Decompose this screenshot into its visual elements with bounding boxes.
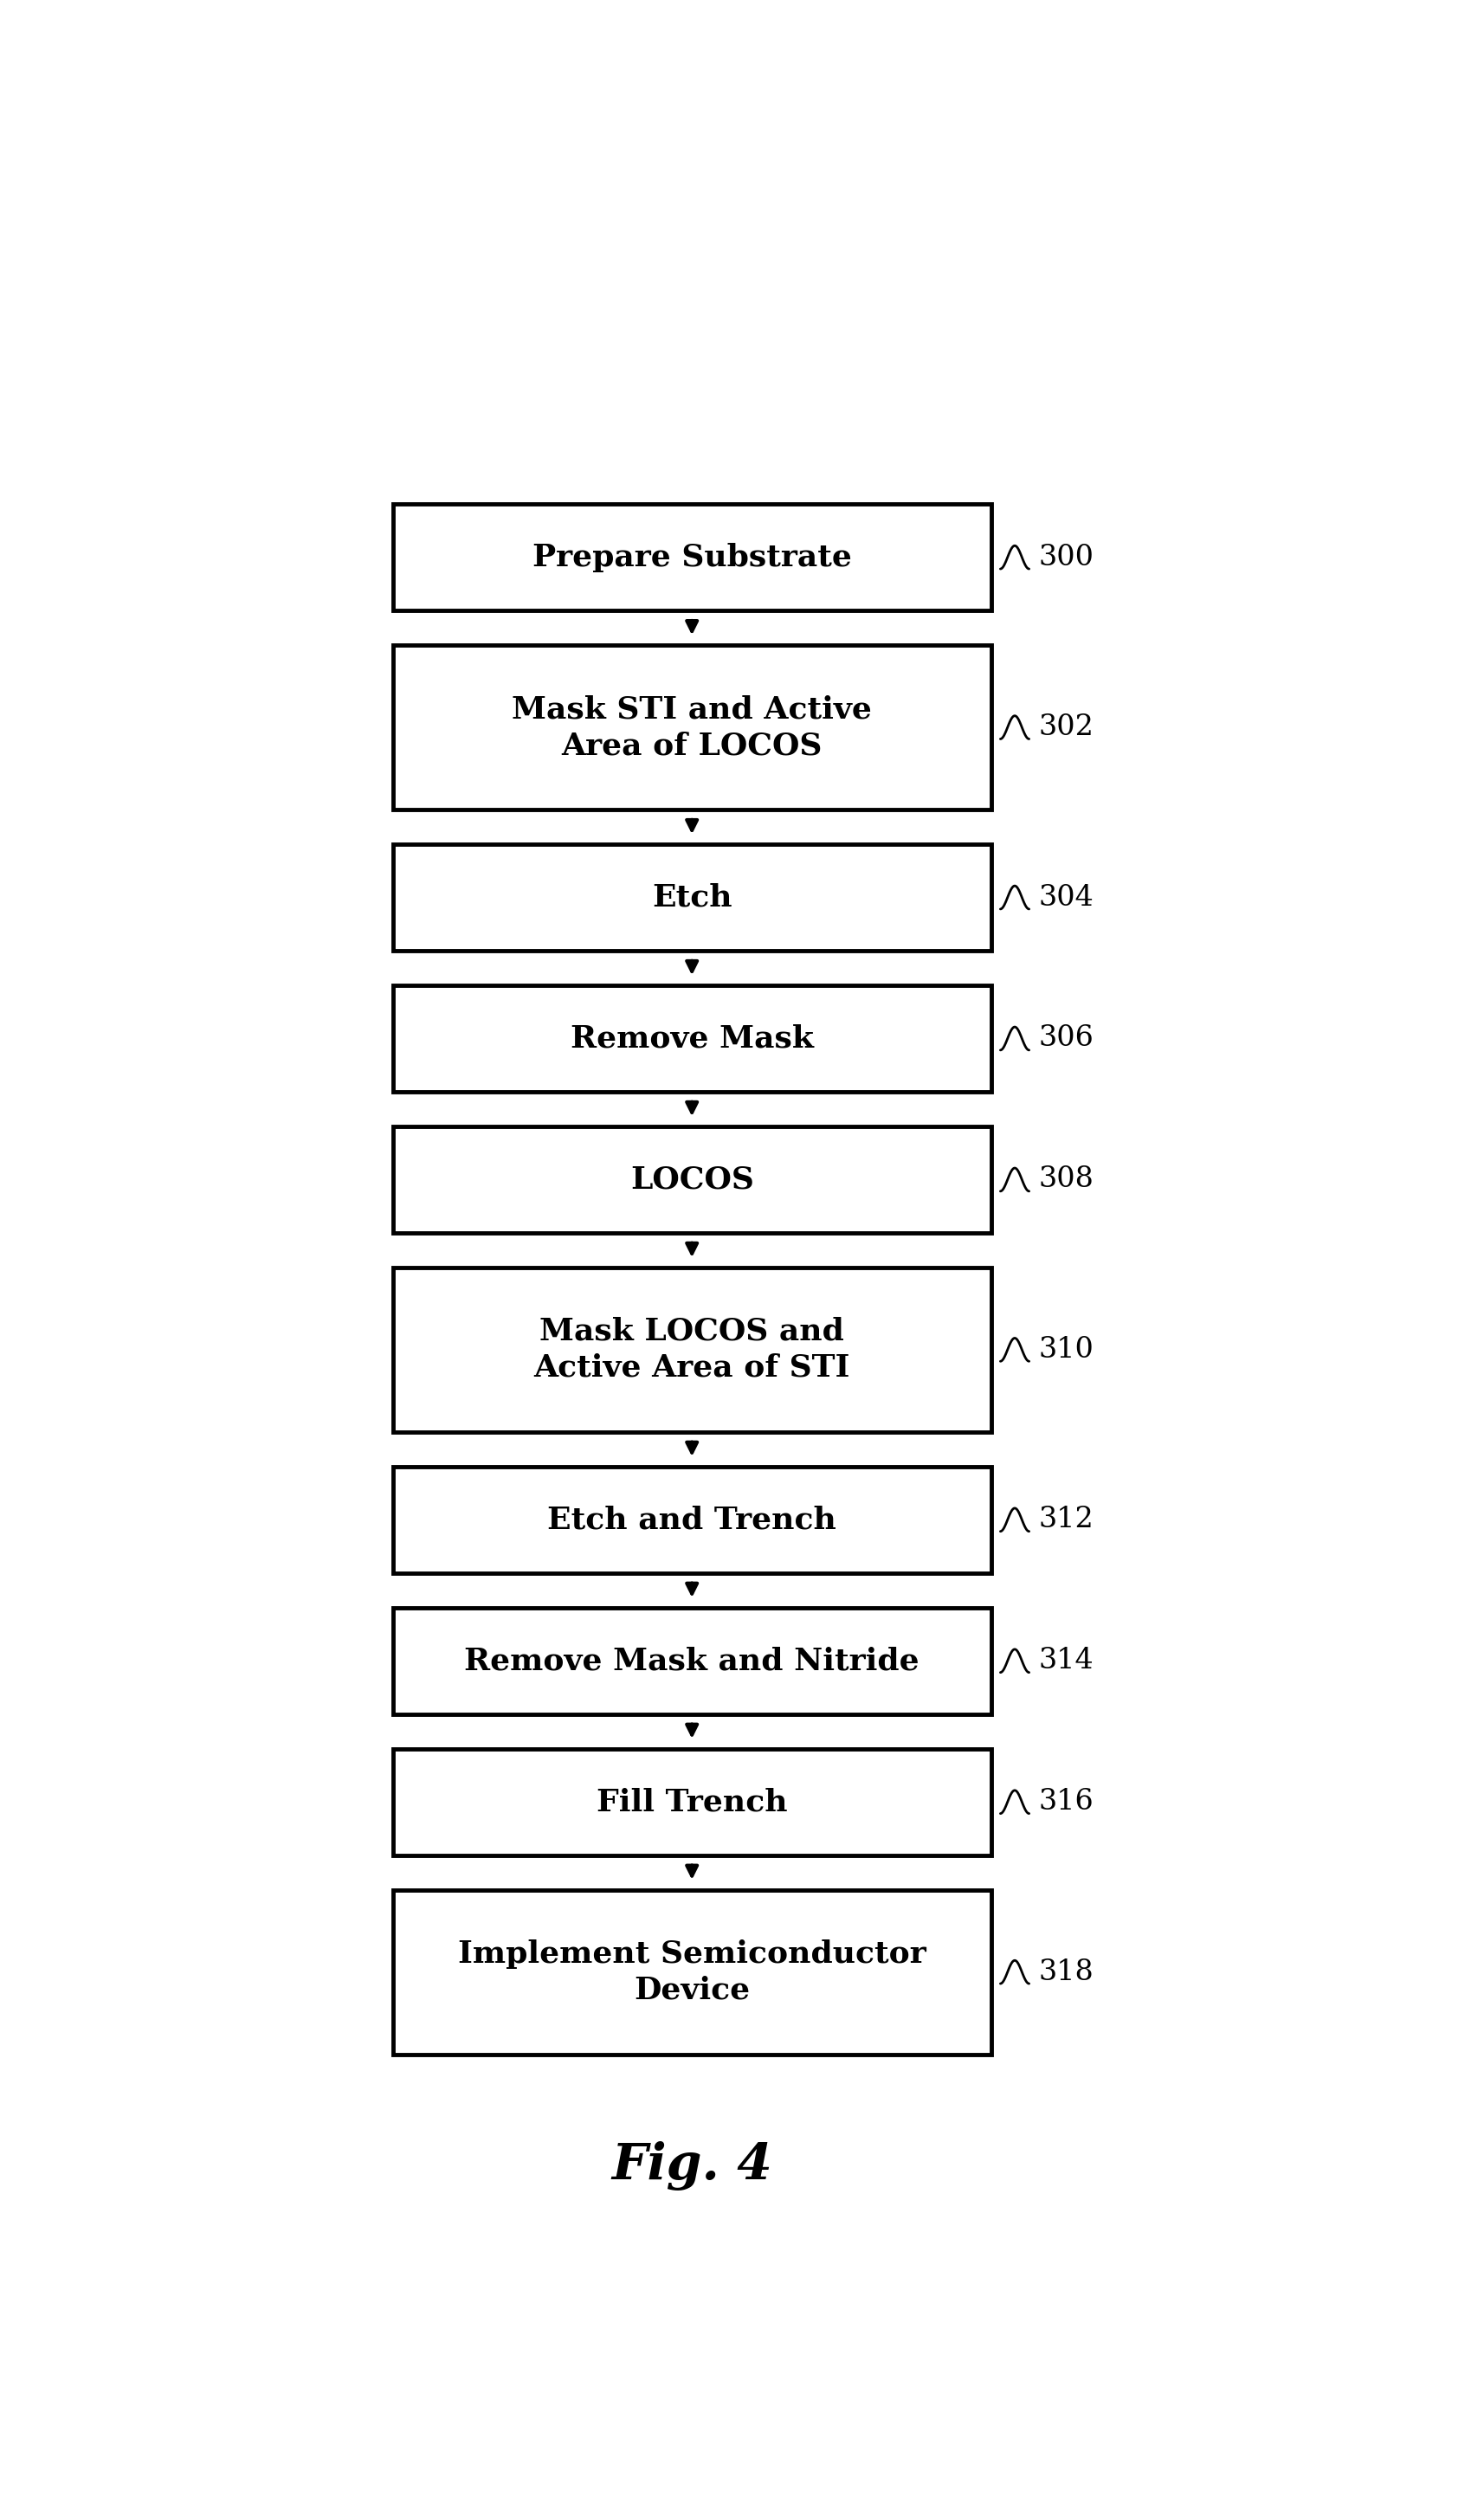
Text: 318: 318 <box>1037 1958 1092 1985</box>
Text: 316: 316 <box>1037 1787 1092 1815</box>
Text: Etch: Etch <box>651 884 732 911</box>
Bar <box>392 986 991 1092</box>
Text: 300: 300 <box>1037 545 1094 572</box>
Bar <box>392 843 991 951</box>
Text: Fill Trench: Fill Trench <box>597 1787 787 1817</box>
Bar <box>392 1749 991 1855</box>
Text: Mask LOCOS and
Active Area of STI: Mask LOCOS and Active Area of STI <box>533 1318 850 1383</box>
Bar <box>392 1466 991 1574</box>
Text: 302: 302 <box>1037 713 1094 740</box>
Text: Mask STI and Active
Area of LOCOS: Mask STI and Active Area of LOCOS <box>512 695 871 761</box>
Text: Remove Mask and Nitride: Remove Mask and Nitride <box>464 1647 919 1677</box>
Bar <box>392 505 991 610</box>
Text: 310: 310 <box>1037 1335 1094 1363</box>
Text: Implement Semiconductor
Device: Implement Semiconductor Device <box>457 1940 926 2005</box>
Bar <box>392 645 991 811</box>
Bar <box>392 1268 991 1431</box>
Text: 306: 306 <box>1037 1024 1094 1052</box>
Bar <box>392 1127 991 1232</box>
Text: Remove Mask: Remove Mask <box>570 1024 813 1054</box>
Text: LOCOS: LOCOS <box>629 1165 754 1195</box>
Text: 312: 312 <box>1037 1506 1092 1534</box>
Bar <box>392 1890 991 2053</box>
Bar <box>392 1609 991 1714</box>
Text: 314: 314 <box>1037 1647 1092 1674</box>
Text: Prepare Substrate: Prepare Substrate <box>531 542 852 572</box>
Text: 308: 308 <box>1037 1165 1094 1192</box>
Text: 304: 304 <box>1037 884 1092 911</box>
Text: Etch and Trench: Etch and Trench <box>548 1506 835 1534</box>
Text: Fig. 4: Fig. 4 <box>611 2141 772 2191</box>
